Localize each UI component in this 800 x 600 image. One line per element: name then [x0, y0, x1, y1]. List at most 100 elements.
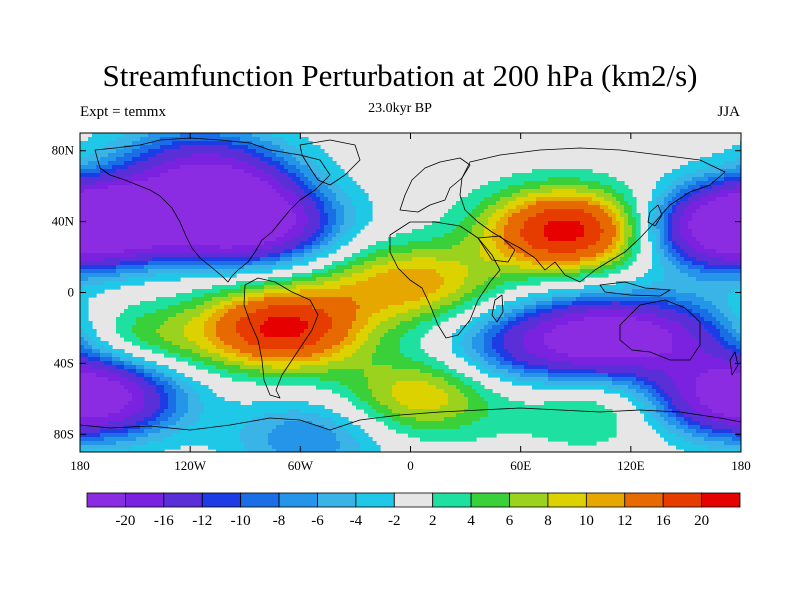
field-cell	[108, 397, 113, 402]
field-cell	[192, 337, 197, 342]
field-cell	[328, 225, 333, 230]
field-cell	[136, 261, 141, 266]
field-cell	[312, 213, 317, 218]
field-cell	[96, 277, 101, 282]
field-cell	[312, 185, 317, 190]
field-cell	[140, 385, 145, 390]
field-cell	[128, 433, 133, 438]
field-cell	[280, 141, 285, 146]
field-cell	[120, 249, 125, 254]
field-cell	[168, 269, 173, 274]
field-cell	[128, 369, 133, 374]
field-cell	[148, 213, 153, 218]
field-cell	[116, 353, 121, 358]
field-cell	[152, 309, 157, 314]
field-cell	[92, 433, 97, 438]
field-cell	[232, 273, 237, 278]
field-cell	[108, 437, 113, 442]
field-cell	[248, 309, 253, 314]
field-cell	[216, 201, 221, 206]
field-cell	[300, 205, 305, 210]
field-cell	[264, 161, 269, 166]
field-cell	[316, 169, 321, 174]
field-cell	[192, 137, 197, 142]
field-cell	[164, 201, 169, 206]
field-cell	[308, 229, 313, 234]
field-cell	[164, 397, 169, 402]
field-cell	[216, 369, 221, 374]
field-cell	[140, 145, 145, 150]
field-cell	[132, 177, 137, 182]
field-cell	[232, 177, 237, 182]
field-cell	[256, 333, 261, 338]
field-cell	[336, 209, 341, 214]
field-cell	[216, 189, 221, 194]
field-cell	[144, 261, 149, 266]
field-cell	[328, 189, 333, 194]
field-cell	[128, 381, 133, 386]
field-cell	[192, 289, 197, 294]
field-cell	[292, 173, 297, 178]
field-cell	[196, 353, 201, 358]
field-cell	[180, 381, 185, 386]
field-cell	[292, 305, 297, 310]
field-cell	[236, 441, 241, 446]
field-cell	[336, 229, 341, 234]
field-cell	[148, 321, 153, 326]
field-cell	[152, 329, 157, 334]
field-cell	[96, 393, 101, 398]
field-cell	[328, 213, 333, 218]
field-cell	[352, 253, 357, 258]
field-cell	[100, 405, 105, 410]
field-cell	[140, 433, 145, 438]
field-cell	[200, 429, 205, 434]
field-cell	[344, 321, 349, 326]
field-cell	[84, 169, 89, 174]
field-cell	[148, 397, 153, 402]
field-cell	[80, 365, 85, 370]
field-cell	[360, 297, 365, 302]
field-cell	[356, 253, 361, 258]
field-cell	[100, 421, 105, 426]
field-cell	[348, 449, 353, 452]
field-cell	[104, 161, 109, 166]
field-cell	[144, 409, 149, 414]
field-cell	[92, 445, 97, 450]
field-cell	[124, 261, 129, 266]
field-cell	[168, 333, 173, 338]
field-cell	[284, 445, 289, 450]
field-cell	[200, 397, 205, 402]
field-cell	[272, 317, 277, 322]
field-cell	[236, 333, 241, 338]
field-cell	[80, 249, 85, 254]
field-cell	[332, 193, 337, 198]
field-cell	[152, 165, 157, 170]
field-cell	[312, 217, 317, 222]
field-cell	[112, 357, 117, 362]
field-cell	[140, 325, 145, 330]
field-cell	[352, 365, 357, 370]
field-cell	[332, 417, 337, 422]
field-cell	[276, 153, 281, 158]
field-cell	[332, 389, 337, 394]
field-cell	[116, 177, 121, 182]
field-cell	[324, 333, 329, 338]
field-cell	[160, 277, 165, 282]
field-cell	[260, 349, 265, 354]
field-cell	[136, 405, 141, 410]
field-cell	[112, 285, 117, 290]
field-cell	[148, 141, 153, 146]
field-cell	[88, 245, 93, 250]
field-cell	[348, 265, 353, 270]
field-cell	[332, 289, 337, 294]
field-cell	[128, 157, 133, 162]
field-cell	[276, 209, 281, 214]
field-cell	[108, 245, 113, 250]
field-cell	[132, 197, 137, 202]
field-cell	[340, 349, 345, 354]
field-cell	[156, 141, 161, 146]
field-cell	[252, 213, 257, 218]
field-cell	[120, 417, 125, 422]
field-cell	[312, 197, 317, 202]
field-cell	[148, 421, 153, 426]
